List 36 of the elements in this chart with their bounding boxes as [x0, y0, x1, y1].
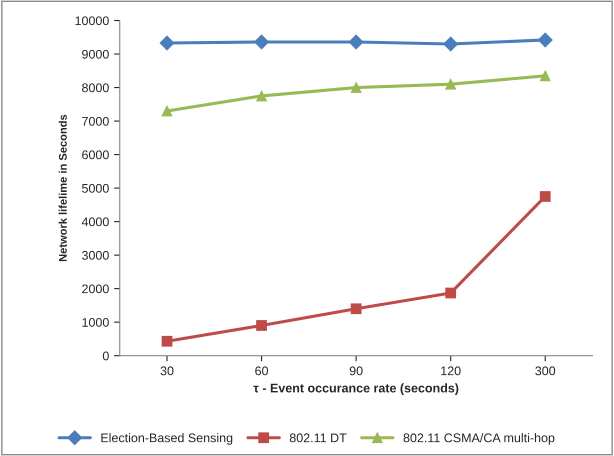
point	[162, 106, 172, 116]
point	[254, 34, 269, 50]
point	[348, 34, 364, 50]
point	[445, 288, 456, 298]
y-tick-label: 0	[102, 351, 109, 360]
y-tick-label: 6000	[82, 150, 109, 160]
point	[160, 36, 174, 50]
y-tick-label: 1000	[82, 318, 109, 327]
x-tick-label: 90	[350, 366, 363, 376]
y-tick-label: 5000	[82, 184, 109, 193]
legend-label: 802.11 DT	[290, 433, 346, 442]
point	[162, 336, 172, 347]
point	[256, 320, 267, 331]
y-tick-label: 3000	[82, 250, 109, 260]
y-tick-label: 9000	[82, 50, 109, 59]
point	[445, 78, 456, 90]
legend-label: 802.11 CSMA/CA multi-hop	[404, 433, 554, 445]
y-tick-label: 2000	[82, 284, 109, 294]
y-tick-label: 7000	[82, 116, 109, 126]
point	[350, 303, 362, 314]
x-tick-label: 60	[255, 366, 268, 376]
x-tick-label: 120	[441, 366, 461, 376]
y-tick-label: 4000	[82, 217, 109, 226]
legend-label: Election-Based Sensing	[101, 433, 232, 445]
point	[256, 90, 267, 102]
y-tick-label: 10000	[76, 16, 109, 26]
y-tick-label: 8000	[82, 83, 109, 92]
x-tick-label: 30	[160, 366, 174, 376]
point	[443, 36, 458, 52]
point	[540, 191, 551, 202]
point	[538, 32, 553, 48]
y-axis-title: Network lifelime in Seconds	[58, 114, 67, 262]
x-tick-label: 300	[535, 366, 556, 376]
point	[350, 82, 362, 93]
x-axis-title: τ - Event occurance rate (seconds)	[253, 383, 458, 395]
point	[540, 70, 551, 82]
